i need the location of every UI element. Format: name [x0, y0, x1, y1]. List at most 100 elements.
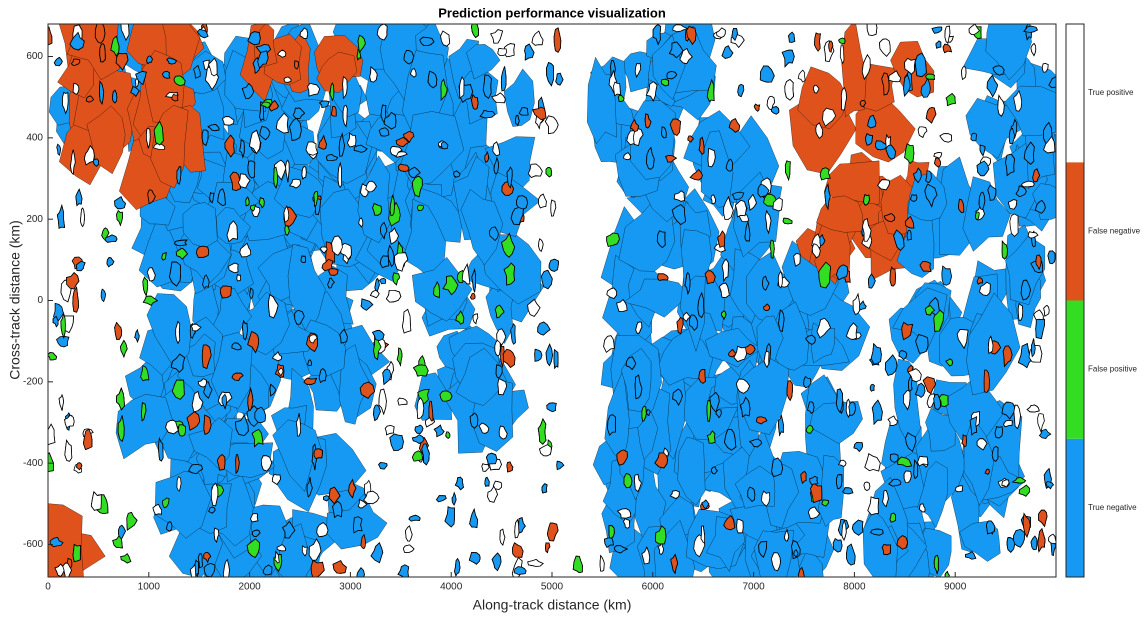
colorbar-segment	[1066, 439, 1084, 577]
region	[545, 116, 558, 134]
colorbar-segment	[1066, 301, 1084, 439]
region	[491, 30, 503, 44]
region	[1028, 232, 1038, 238]
colorbar-label: True positive	[1088, 88, 1134, 97]
region	[417, 398, 424, 419]
region	[918, 456, 928, 466]
region	[274, 167, 278, 188]
region	[1038, 529, 1045, 552]
x-tick-label: 4000	[440, 582, 463, 593]
region	[525, 44, 534, 60]
region	[500, 529, 505, 545]
region	[380, 278, 386, 284]
region	[940, 134, 952, 143]
region	[934, 153, 942, 159]
region	[1006, 154, 1015, 175]
colorbar-label: False negative	[1088, 226, 1141, 235]
region	[995, 427, 1003, 438]
region	[946, 94, 955, 106]
region	[107, 258, 114, 267]
x-tick-label: 1000	[138, 582, 161, 593]
region	[868, 497, 879, 515]
region	[542, 484, 547, 493]
region	[357, 568, 365, 580]
region	[738, 84, 744, 96]
region	[501, 66, 506, 91]
region	[73, 545, 81, 562]
region	[787, 381, 792, 401]
region	[512, 543, 523, 557]
region	[143, 277, 148, 295]
region	[115, 197, 126, 209]
region	[760, 66, 774, 82]
region	[538, 322, 550, 335]
region	[943, 44, 951, 53]
region	[785, 161, 790, 180]
region	[121, 554, 131, 563]
region	[533, 107, 546, 120]
colorbar-label: False positive	[1088, 365, 1137, 374]
chart: Prediction performance visualization Alo…	[0, 0, 1148, 616]
chart-title: Prediction performance visualization	[438, 5, 666, 20]
region	[519, 518, 526, 533]
region	[127, 512, 137, 530]
region	[882, 545, 890, 555]
y-tick-label: 200	[26, 214, 43, 225]
x-tick-label: 7000	[742, 582, 765, 593]
region	[422, 444, 430, 465]
region	[1049, 534, 1057, 543]
region	[860, 301, 867, 310]
region	[608, 415, 616, 435]
region	[798, 70, 805, 82]
region	[871, 344, 881, 364]
region	[390, 434, 404, 451]
region	[314, 449, 322, 459]
x-tick-label: 5000	[541, 582, 564, 593]
region	[409, 515, 420, 521]
region	[932, 27, 942, 33]
region	[504, 69, 535, 127]
region	[101, 289, 106, 301]
region	[100, 44, 106, 62]
region	[532, 31, 543, 45]
region	[437, 496, 447, 502]
region	[248, 161, 255, 178]
region	[865, 454, 881, 471]
y-tick-label: 600	[26, 51, 43, 62]
region	[498, 48, 507, 55]
region	[112, 90, 116, 103]
region	[573, 556, 582, 573]
region	[76, 189, 82, 205]
region	[853, 294, 860, 314]
region	[178, 425, 185, 436]
region	[1027, 405, 1039, 412]
region	[717, 28, 726, 38]
region	[926, 171, 932, 183]
region	[870, 384, 874, 391]
region	[833, 539, 842, 552]
region	[395, 253, 408, 271]
region	[538, 419, 546, 444]
region	[1013, 529, 1024, 547]
x-axis-label: Along-track distance (km)	[473, 597, 632, 613]
region	[771, 107, 778, 115]
region	[849, 402, 856, 415]
region	[609, 526, 614, 538]
region	[926, 108, 936, 123]
y-tick-label: -400	[23, 458, 43, 469]
y-tick-label: -200	[23, 376, 43, 387]
region	[65, 440, 72, 461]
region	[371, 543, 383, 563]
region	[722, 46, 733, 59]
region	[379, 463, 388, 470]
region	[482, 464, 489, 472]
region	[301, 256, 306, 263]
region	[455, 477, 463, 490]
region	[1002, 241, 1007, 259]
region	[975, 212, 979, 220]
region	[854, 443, 863, 452]
region	[470, 293, 475, 299]
x-tick-label: 6000	[642, 582, 665, 593]
region	[434, 425, 444, 436]
region	[551, 200, 556, 216]
